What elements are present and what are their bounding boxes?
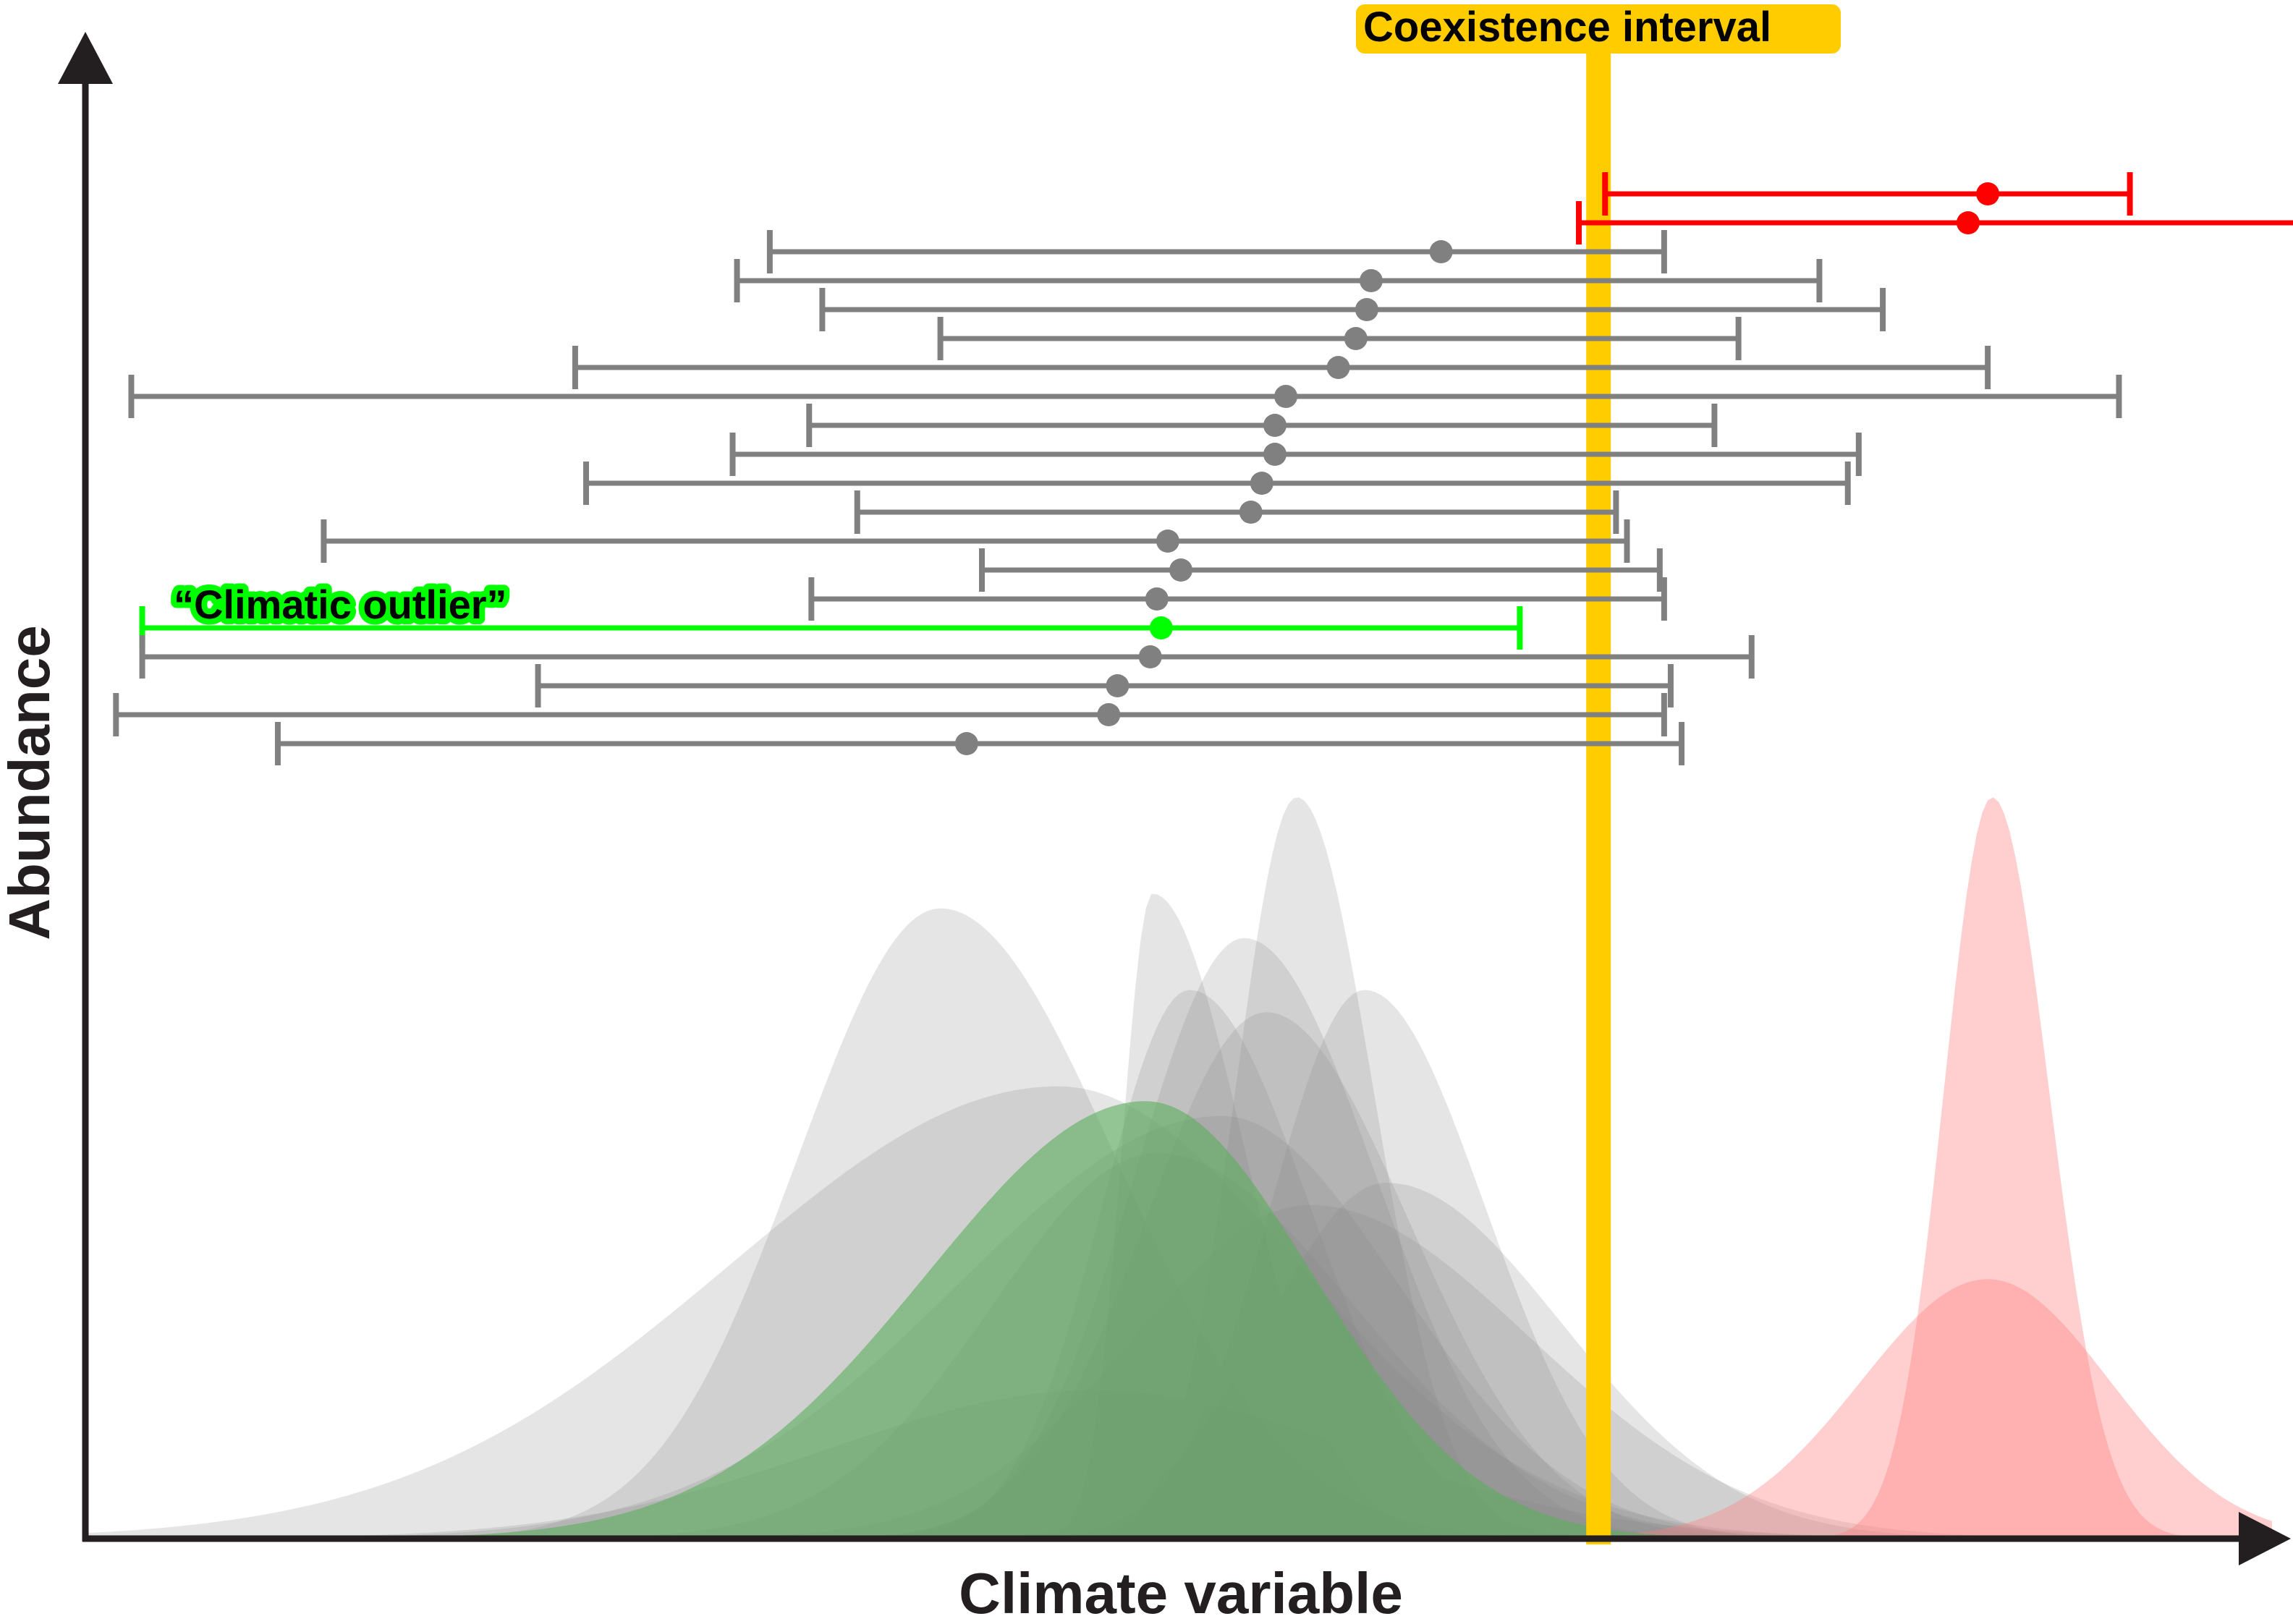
y-axis-arrow-icon (58, 32, 113, 84)
range-gray-9 (806, 404, 1718, 447)
range-optimum-dot (1149, 616, 1173, 639)
range-optimum-dot (1169, 558, 1193, 582)
range-gray-15 (808, 577, 1667, 621)
outlier-label-group: “Climatic outlier” “Climatic outlier” (168, 576, 513, 633)
range-optimum-dot (1263, 443, 1287, 466)
range-optimum-dot (1250, 472, 1273, 495)
range-green-16 (139, 606, 1523, 650)
range-red-1 (1602, 172, 2133, 216)
axes (58, 32, 2291, 1565)
range-optimum-dot (1145, 587, 1169, 611)
range-optimum-dot (1106, 674, 1129, 697)
range-gray-8 (128, 375, 2122, 418)
range-optimum-dot (1956, 211, 1980, 234)
range-gray-11 (583, 462, 1851, 505)
x-axis-arrow-icon (2239, 1512, 2291, 1565)
coexistence-label-group: Coexistence interval (1356, 4, 1841, 54)
range-gray-3 (766, 230, 1667, 273)
range-optimum-dot (1263, 414, 1287, 437)
range-optimum-dot (1239, 501, 1263, 524)
y-axis-label: Abundance (0, 625, 62, 940)
range-optimum-dot (1355, 298, 1378, 321)
range-gray-12 (854, 490, 1619, 534)
range-gray-7 (572, 346, 1991, 389)
range-optimum-dot (1274, 385, 1298, 408)
range-gray-17 (139, 635, 1755, 679)
range-gray-5 (819, 288, 1886, 331)
abundance-curves (85, 797, 2272, 1539)
climatic-ranges (113, 172, 2293, 765)
range-optimum-dot (1344, 327, 1368, 350)
range-gray-6 (937, 317, 1742, 360)
range-gray-14 (979, 548, 1663, 592)
range-gray-4 (734, 259, 1823, 302)
range-optimum-dot (1097, 703, 1121, 726)
range-optimum-dot (1359, 269, 1383, 292)
range-gray-19 (113, 693, 1667, 736)
coexistence-label-background (1356, 4, 1841, 54)
range-optimum-dot (1326, 356, 1350, 379)
coexistence-label: Coexistence interval (1363, 4, 1771, 51)
climatic-outlier-label: “Climatic outlier” (174, 582, 507, 627)
abundance-curve-red-15 (1572, 1279, 2272, 1539)
range-optimum-dot (1429, 240, 1453, 263)
range-red-2 (1576, 201, 2293, 245)
range-gray-13 (321, 519, 1630, 563)
abundance-curve-red-14 (1823, 797, 2196, 1539)
climatic-outlier-label-halo: “Climatic outlier” (174, 582, 507, 627)
range-gray-10 (729, 433, 1862, 476)
range-gray-18 (535, 664, 1674, 707)
abundance-curve-green-16 (391, 1101, 1720, 1539)
x-axis-label: Climate variable (959, 1561, 1403, 1624)
range-optimum-dot (954, 732, 978, 755)
range-optimum-dot (1156, 530, 1179, 553)
range-optimum-dot (1976, 182, 2000, 205)
range-optimum-dot (1138, 645, 1162, 668)
range-gray-20 (274, 722, 1685, 765)
coexistence-interval-line (1586, 33, 1611, 1544)
